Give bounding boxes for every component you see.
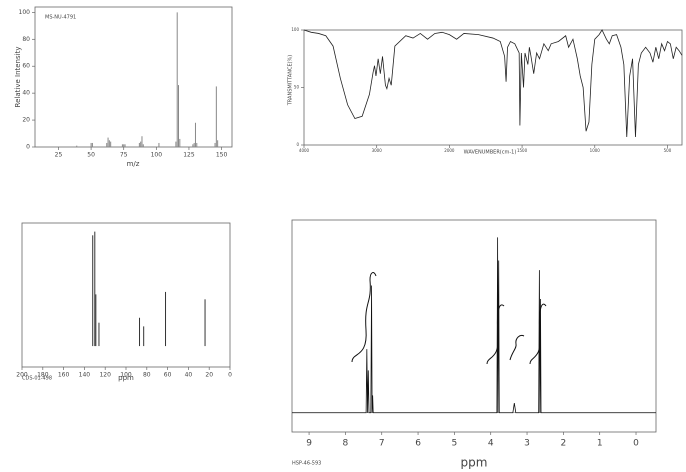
y-tick-label: 20 — [22, 117, 30, 124]
x-axis-label: ppm — [461, 456, 488, 470]
x-tick-label: 100 — [151, 152, 163, 159]
x-tick-label: 180 — [37, 372, 49, 379]
x-tick-label: 2 — [560, 439, 566, 449]
x-tick-label: 4000 — [299, 148, 310, 153]
x-tick-label: 7 — [379, 439, 385, 449]
x-tick-label: 8 — [343, 439, 349, 449]
integral-curve — [529, 303, 547, 365]
x-tick-label: 1000 — [590, 148, 601, 153]
spectrum-code: CDS-01-498 — [22, 376, 52, 382]
x-tick-label: 100 — [120, 372, 132, 379]
x-axis-label: ppm — [118, 374, 134, 382]
x-tick-label: 50 — [87, 152, 95, 159]
y-tick-label: 80 — [22, 36, 30, 43]
x-tick-label: 80 — [143, 372, 151, 379]
x-tick-label: 9 — [306, 439, 312, 449]
x-tick-label: 125 — [183, 152, 195, 159]
x-tick-label: 120 — [99, 372, 111, 379]
x-tick-label: 500 — [664, 148, 672, 153]
y-tick-label: 60 — [22, 63, 30, 70]
spectrum-code: MS-NU-4791 — [45, 15, 76, 21]
x-tick-label: 5 — [452, 439, 458, 449]
x-tick-label: 0 — [633, 439, 639, 449]
x-tick-label: 140 — [79, 372, 91, 379]
plot-frame — [291, 219, 657, 433]
x-tick-label: 3 — [524, 439, 530, 449]
x-tick-label: 20 — [205, 372, 213, 379]
x-tick-label: 160 — [58, 372, 70, 379]
y-tick-label: 40 — [22, 90, 30, 97]
integral-curve — [509, 335, 525, 361]
x-tick-label: 4 — [488, 439, 494, 449]
y-axis-label: Relative Intensity — [14, 47, 22, 108]
integral-curve — [351, 272, 377, 363]
x-tick-label: 1 — [597, 439, 603, 449]
x-tick-label: 2000 — [444, 148, 455, 153]
plot-frame — [34, 6, 233, 148]
spectrum-line — [292, 237, 656, 414]
x-tick-label: 0 — [228, 372, 232, 379]
x-axis-label: WAVENUMBER(cm-1) — [464, 150, 517, 156]
x-tick-label: 1500 — [517, 148, 528, 153]
x-axis-label: m/z — [127, 160, 140, 168]
x-tick-label: 75 — [120, 152, 128, 159]
plot-frame — [21, 222, 231, 368]
integral-curve — [486, 304, 505, 365]
y-tick-label: 0 — [296, 142, 299, 147]
x-tick-label: 150 — [216, 152, 228, 159]
plot-frame — [303, 29, 683, 146]
y-tick-label: 100 — [291, 27, 299, 32]
x-tick-label: 3000 — [372, 148, 383, 153]
x-tick-label: 200 — [16, 372, 28, 379]
x-tick-label: 40 — [185, 372, 193, 379]
x-tick-label: 6 — [415, 439, 421, 449]
y-tick-label: 100 — [19, 9, 31, 16]
y-tick-label: 0 — [26, 144, 30, 151]
x-tick-label: 60 — [164, 372, 172, 379]
spectrum-line — [303, 29, 683, 137]
x-tick-label: 25 — [55, 152, 63, 159]
spectrum-code: HSP-46-593 — [292, 461, 321, 467]
y-axis-label: TRANSMITTANCE(%) — [288, 55, 294, 107]
y-tick-label: 50 — [294, 85, 300, 90]
